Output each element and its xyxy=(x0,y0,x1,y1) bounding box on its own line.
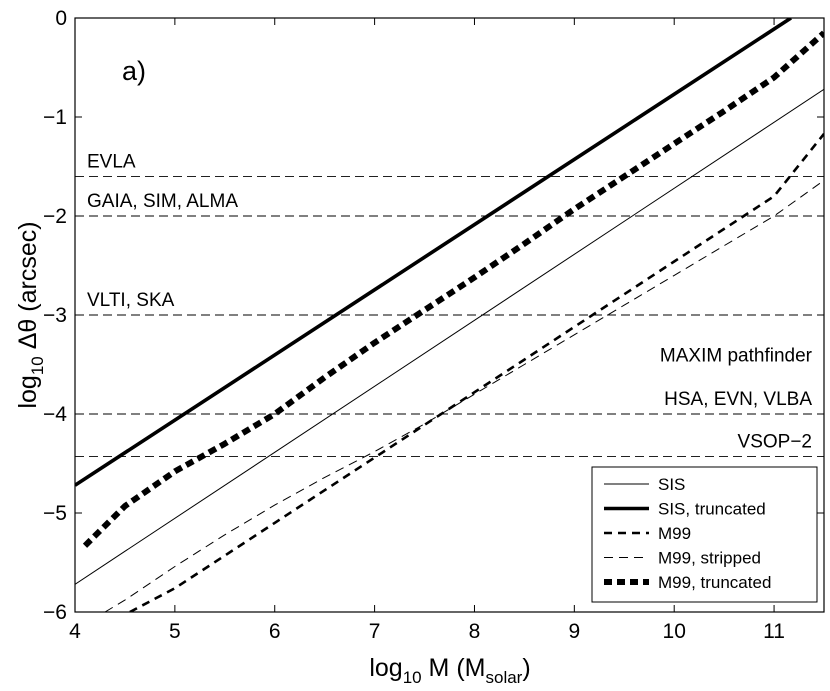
x-tick-label: 9 xyxy=(568,620,580,643)
reference-labels: EVLA GAIA, SIM, ALMA VLTI, SKA HSA, EVN, VL… xyxy=(87,151,813,452)
y-tick-label: −4 xyxy=(43,403,67,426)
x-tick-label: 7 xyxy=(369,620,381,643)
plot-frame xyxy=(74,17,825,613)
x-tick-label: 6 xyxy=(269,620,281,643)
series-line xyxy=(104,179,824,612)
y-tick-label: −3 xyxy=(43,304,67,327)
x-tick-label: 8 xyxy=(469,620,481,643)
reference-label: GAIA, SIM, ALMA xyxy=(87,191,238,212)
legend: SIS SIS, truncated M99 M99, stripped M99, tr… xyxy=(591,466,818,603)
y-tick-label: −1 xyxy=(43,106,67,129)
reference-label: EVLA xyxy=(87,151,136,172)
x-tick-label: 5 xyxy=(169,620,181,643)
y-tick-label: 0 xyxy=(55,7,67,30)
series-line xyxy=(75,18,792,487)
legend-label: SIS xyxy=(658,475,685,494)
legend-label: SIS, truncated xyxy=(658,500,766,519)
y-tick-label: −2 xyxy=(43,205,67,228)
legend-box xyxy=(591,466,818,603)
reference-lines xyxy=(75,175,824,458)
y-axis-label: log10 Δθ (arcsec) xyxy=(14,221,47,408)
legend-label: M99, stripped xyxy=(658,549,761,568)
x-tick-label: 4 xyxy=(69,620,81,643)
reference-label: HSA, EVN, VLBA xyxy=(664,389,812,410)
y-tick-label: −5 xyxy=(43,502,67,525)
series-line xyxy=(82,30,824,548)
legend-label: M99, truncated xyxy=(658,573,771,592)
series-lines xyxy=(75,18,824,612)
y-tick-label: −6 xyxy=(43,601,67,624)
series-line xyxy=(75,88,824,585)
reference-label: VSOP−2 xyxy=(738,432,812,453)
reference-label: VLTI, SKA xyxy=(87,290,175,311)
annotation-label: MAXIM pathfinder xyxy=(660,346,813,367)
series-line xyxy=(129,132,824,612)
tick-labels: 4 5 6 7 8 9 10 11 0 −1 −2 −3 −4 −5 −6 xyxy=(43,7,785,643)
panel-label: a) xyxy=(122,56,146,86)
x-axis-label: log10 M (Msolar) xyxy=(369,654,530,687)
x-tick-label: 10 xyxy=(663,620,686,643)
x-tick-label: 11 xyxy=(763,620,785,643)
legend-label: M99 xyxy=(658,524,691,543)
